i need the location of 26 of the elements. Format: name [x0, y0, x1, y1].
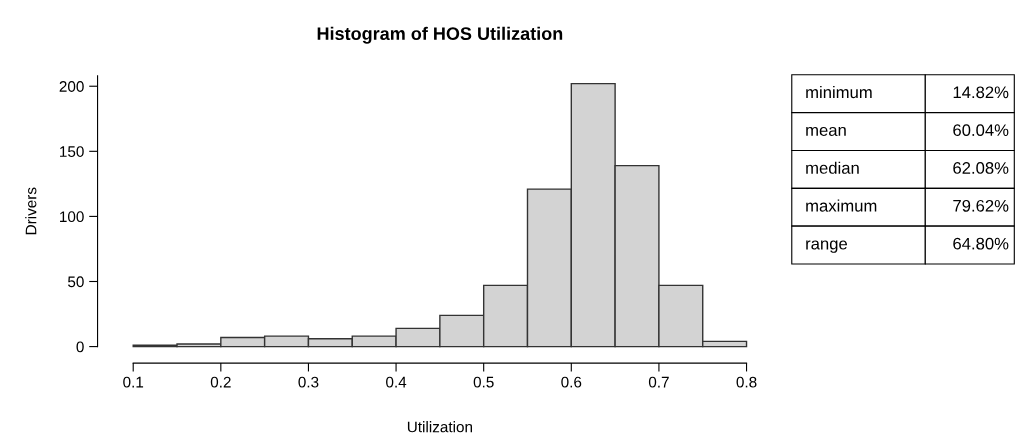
text: mean	[806, 126, 846, 137]
text: 60.04%	[953, 124, 1009, 137]
text: 14.82%	[953, 86, 1009, 99]
x-tick-label: 0.5	[473, 376, 494, 388]
x-tick-label: 0.7	[648, 376, 669, 388]
x-tick-label: 0.1	[123, 376, 144, 388]
y-tick-label: 100	[60, 211, 84, 223]
text: median	[806, 161, 859, 174]
x-axis-title: Utilization	[407, 421, 472, 433]
x-tick-label: 0.3	[298, 376, 319, 388]
text: 64.80%	[953, 237, 1009, 250]
y-tick-label: 200	[59, 81, 84, 92]
x-tick-label: 0.4	[386, 376, 407, 388]
text: range	[806, 240, 848, 253]
x-tick-label: 0.2	[210, 376, 231, 388]
y-tick-label: 0	[76, 341, 84, 353]
chart-title: Histogram of HOS Utilization	[317, 26, 563, 44]
y-tick-label: 150	[60, 146, 84, 157]
x-tick-label: 0.8	[736, 376, 757, 388]
text: 79.62%	[953, 199, 1009, 212]
text: minimum	[806, 85, 872, 99]
y-axis-title: Drivers	[25, 187, 37, 235]
x-tick-label: 0.6	[561, 376, 582, 388]
text: 62.08%	[953, 162, 1009, 174]
y-tick-label: 50	[67, 276, 84, 288]
text: maximum	[806, 199, 877, 212]
